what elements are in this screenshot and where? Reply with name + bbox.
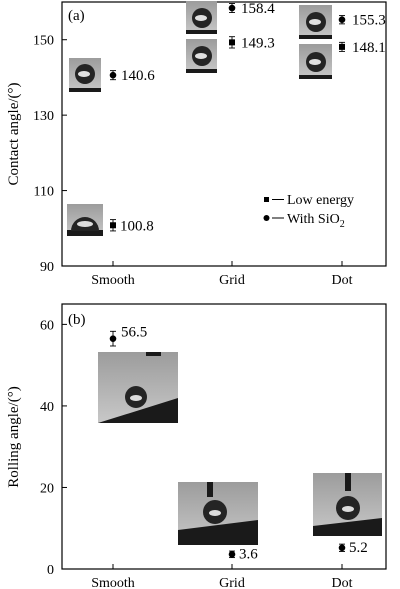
- data-label: 3.6: [239, 546, 258, 562]
- panel-a-label: (a): [68, 8, 85, 24]
- panel-a-y-ticks: 90 110 130 150: [33, 34, 67, 275]
- y-tick-label: 20: [40, 481, 54, 496]
- panel-a-x-ticks: Smooth Grid Dot: [91, 261, 353, 288]
- data-point-circle: [109, 71, 117, 79]
- panel-b-inset-photos: [98, 352, 382, 545]
- data-point-square: [339, 43, 345, 50]
- droplet-photo-dot-sio2: [299, 5, 332, 39]
- x-tick-label: Grid: [219, 273, 245, 288]
- panel-b-data-marks: 56.5 3.6 5.2: [109, 325, 368, 562]
- panel-b: (b) Rolling angle/(°) 0 20 40 60 Smooth Grid…: [6, 303, 387, 589]
- data-point-circle: [228, 551, 236, 558]
- panel-b-label: (b): [68, 312, 86, 328]
- data-label: 149.3: [241, 35, 275, 51]
- data-label: 158.4: [241, 1, 275, 17]
- data-point-square: [229, 39, 235, 46]
- y-tick-label: 150: [33, 34, 54, 49]
- droplet-photo-dot-low: [299, 44, 332, 79]
- panel-b-y-ticks: 0 20 40 60: [40, 318, 67, 578]
- panel-a-inset-photos: [67, 1, 332, 236]
- data-label: 148.1: [352, 40, 386, 56]
- y-tick-label: 130: [33, 109, 54, 124]
- droplet-photo-grid-sio2: [186, 1, 217, 34]
- data-label: 140.6: [121, 68, 155, 84]
- rolling-photo-dot: [313, 473, 382, 536]
- legend-marker-circle: [263, 215, 270, 221]
- legend-marker-square: [264, 197, 269, 202]
- y-tick-label: 110: [34, 185, 54, 200]
- data-point-circle: [338, 544, 346, 552]
- panel-a-frame: [61, 1, 387, 267]
- rolling-photo-grid: [178, 482, 258, 545]
- data-label: 5.2: [349, 540, 368, 556]
- panel-a: (a) Contact angle/(°) 90 110 130 150 Smooth…: [6, 1, 387, 288]
- data-point-square: [110, 222, 116, 229]
- data-label: 100.8: [120, 218, 154, 234]
- data-point-circle: [109, 335, 117, 342]
- droplet-photo-smooth-low: [67, 204, 103, 236]
- panel-a-y-axis-title: Contact angle/(°): [6, 82, 22, 185]
- x-tick-label: Smooth: [91, 576, 135, 589]
- rolling-photo-smooth: [98, 352, 178, 423]
- legend-label-low-energy: Low energy: [287, 193, 354, 208]
- legend-label-with-sio2: With SiO2: [287, 212, 345, 230]
- y-tick-label: 60: [40, 318, 54, 333]
- x-tick-label: Dot: [332, 576, 353, 589]
- panel-a-data-marks: 100.8 149.3 148.1 140.6 158.4 155.3: [109, 1, 386, 234]
- droplet-photo-smooth-sio2: [69, 58, 101, 92]
- panel-a-legend: Low energy With SiO2: [263, 193, 354, 230]
- panel-b-frame: [61, 303, 387, 570]
- data-point-circle: [338, 16, 346, 24]
- panel-b-y-axis-title: Rolling angle/(°): [6, 386, 22, 487]
- y-tick-label: 0: [47, 563, 54, 578]
- data-label: 56.5: [121, 325, 147, 341]
- panel-b-x-ticks: Smooth Grid Dot: [91, 564, 353, 589]
- x-tick-label: Dot: [332, 273, 353, 288]
- y-tick-label: 40: [40, 400, 54, 415]
- x-tick-label: Grid: [219, 576, 245, 589]
- y-tick-label: 90: [40, 260, 54, 275]
- x-tick-label: Smooth: [91, 273, 135, 288]
- data-point-circle: [228, 4, 236, 12]
- data-label: 155.3: [352, 13, 386, 29]
- droplet-photo-grid-low: [186, 39, 217, 73]
